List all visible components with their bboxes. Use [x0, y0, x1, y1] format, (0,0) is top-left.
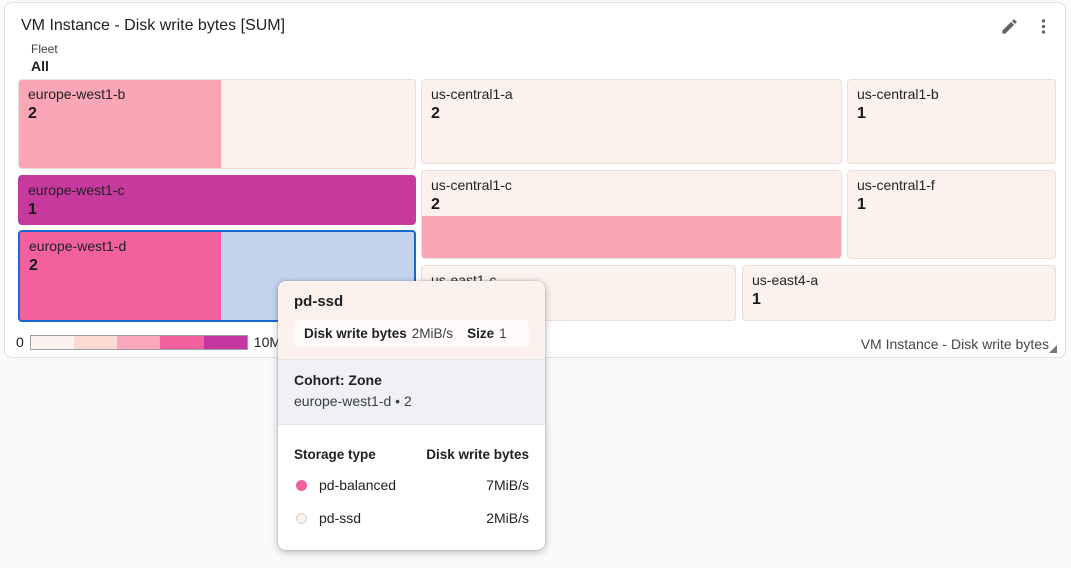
- cell-label: us-central1-c: [431, 177, 512, 193]
- tooltip-breakdown-table: Storage type Disk write bytes pd-balance…: [278, 425, 545, 550]
- tooltip-metric-value: 2MiB/s: [411, 326, 454, 341]
- edit-button[interactable]: [997, 16, 1021, 40]
- edit-pencil-icon: [1000, 17, 1019, 39]
- legend-segment: [74, 335, 118, 349]
- tooltip-header: pd-ssd Disk write bytes 2MiB/s Size 1: [278, 281, 545, 359]
- cell-label: europe-west1-c: [28, 182, 125, 198]
- treemap-cell-us-central1-b[interactable]: us-central1-b 1: [847, 79, 1056, 164]
- cell-label: europe-west1-b: [28, 86, 126, 102]
- cell-count: 2: [29, 257, 38, 274]
- series-dot-pd-ssd-icon: [296, 512, 307, 524]
- cell-fill: [422, 216, 841, 258]
- storage-type-value: 7MiB/s: [486, 477, 529, 493]
- treemap-cell-us-east4-a[interactable]: us-east4-a 1: [742, 265, 1056, 321]
- storage-type-value: 2MiB/s: [486, 510, 529, 526]
- tooltip-metric-label: Disk write bytes: [304, 326, 407, 341]
- tooltip-row-pd-balanced: pd-balanced 7MiB/s: [294, 468, 529, 501]
- legend-min-label: 0: [16, 334, 24, 350]
- tooltip-col-storage-type: Storage type: [294, 447, 376, 462]
- cell-count: 1: [857, 196, 866, 213]
- tooltip-metric-chip: Disk write bytes 2MiB/s Size 1: [294, 320, 529, 347]
- tooltip-row-pd-ssd: pd-ssd 2MiB/s: [294, 501, 529, 534]
- tooltip-size-label: Size: [467, 326, 495, 341]
- widget-card: VM Instance - Disk write bytes [SUM] Fle…: [4, 2, 1066, 358]
- treemap-cell-us-central1-f[interactable]: us-central1-f 1: [847, 170, 1056, 259]
- metric-footer-label: VM Instance - Disk write bytes: [860, 336, 1049, 352]
- tooltip-col-disk-write-bytes: Disk write bytes: [426, 447, 529, 462]
- tooltip-size-value: 1: [499, 326, 507, 341]
- more-options-vertical-dots-icon: [1034, 17, 1053, 39]
- storage-type-name: pd-ssd: [319, 510, 362, 526]
- fleet-filter[interactable]: Fleet All: [31, 41, 58, 75]
- treemap-cell-europe-west1-b[interactable]: europe-west1-b 2: [18, 79, 416, 169]
- legend-segment: [203, 335, 247, 349]
- chart-tooltip: pd-ssd Disk write bytes 2MiB/s Size 1 Co…: [278, 281, 545, 550]
- cell-fill: [19, 80, 221, 168]
- more-options-button[interactable]: [1031, 16, 1055, 40]
- color-scale-legend: 0 10MiB/s: [16, 334, 304, 350]
- fleet-filter-value: All: [31, 58, 49, 74]
- storage-type-name: pd-balanced: [319, 477, 397, 493]
- legend-segment: [30, 335, 74, 349]
- legend-gradient-bar: [29, 334, 248, 350]
- widget-title: VM Instance - Disk write bytes [SUM]: [21, 17, 286, 34]
- cell-label: us-central1-a: [431, 86, 513, 102]
- treemap-cell-europe-west1-c[interactable]: europe-west1-c 1: [18, 175, 416, 225]
- treemap-cell-us-central1-a[interactable]: us-central1-a 2: [421, 79, 842, 164]
- cell-count: 1: [752, 291, 761, 308]
- treemap-cell-us-central1-c[interactable]: us-central1-c 2: [421, 170, 842, 259]
- tooltip-cohort-section: Cohort: Zone europe-west1-d • 2: [278, 359, 545, 425]
- resize-handle-icon[interactable]: [1049, 345, 1057, 353]
- cell-count: 1: [28, 201, 37, 218]
- fleet-filter-label: Fleet: [31, 42, 58, 56]
- cell-count: 2: [431, 105, 440, 122]
- legend-segment: [117, 335, 161, 349]
- tooltip-cohort-value: europe-west1-d • 2: [294, 393, 412, 409]
- cell-count: 2: [28, 105, 37, 122]
- legend-segment: [160, 335, 204, 349]
- tooltip-title: pd-ssd: [294, 293, 344, 310]
- cell-label: us-east4-a: [752, 272, 819, 288]
- series-dot-pd-balanced-icon: [296, 479, 307, 491]
- cell-label: europe-west1-d: [29, 238, 127, 254]
- cell-count: 1: [857, 105, 866, 122]
- cell-count: 2: [431, 196, 440, 213]
- cell-label: us-central1-b: [857, 86, 939, 102]
- tooltip-cohort-label: Cohort: Zone: [294, 372, 382, 388]
- cell-label: us-central1-f: [857, 177, 935, 193]
